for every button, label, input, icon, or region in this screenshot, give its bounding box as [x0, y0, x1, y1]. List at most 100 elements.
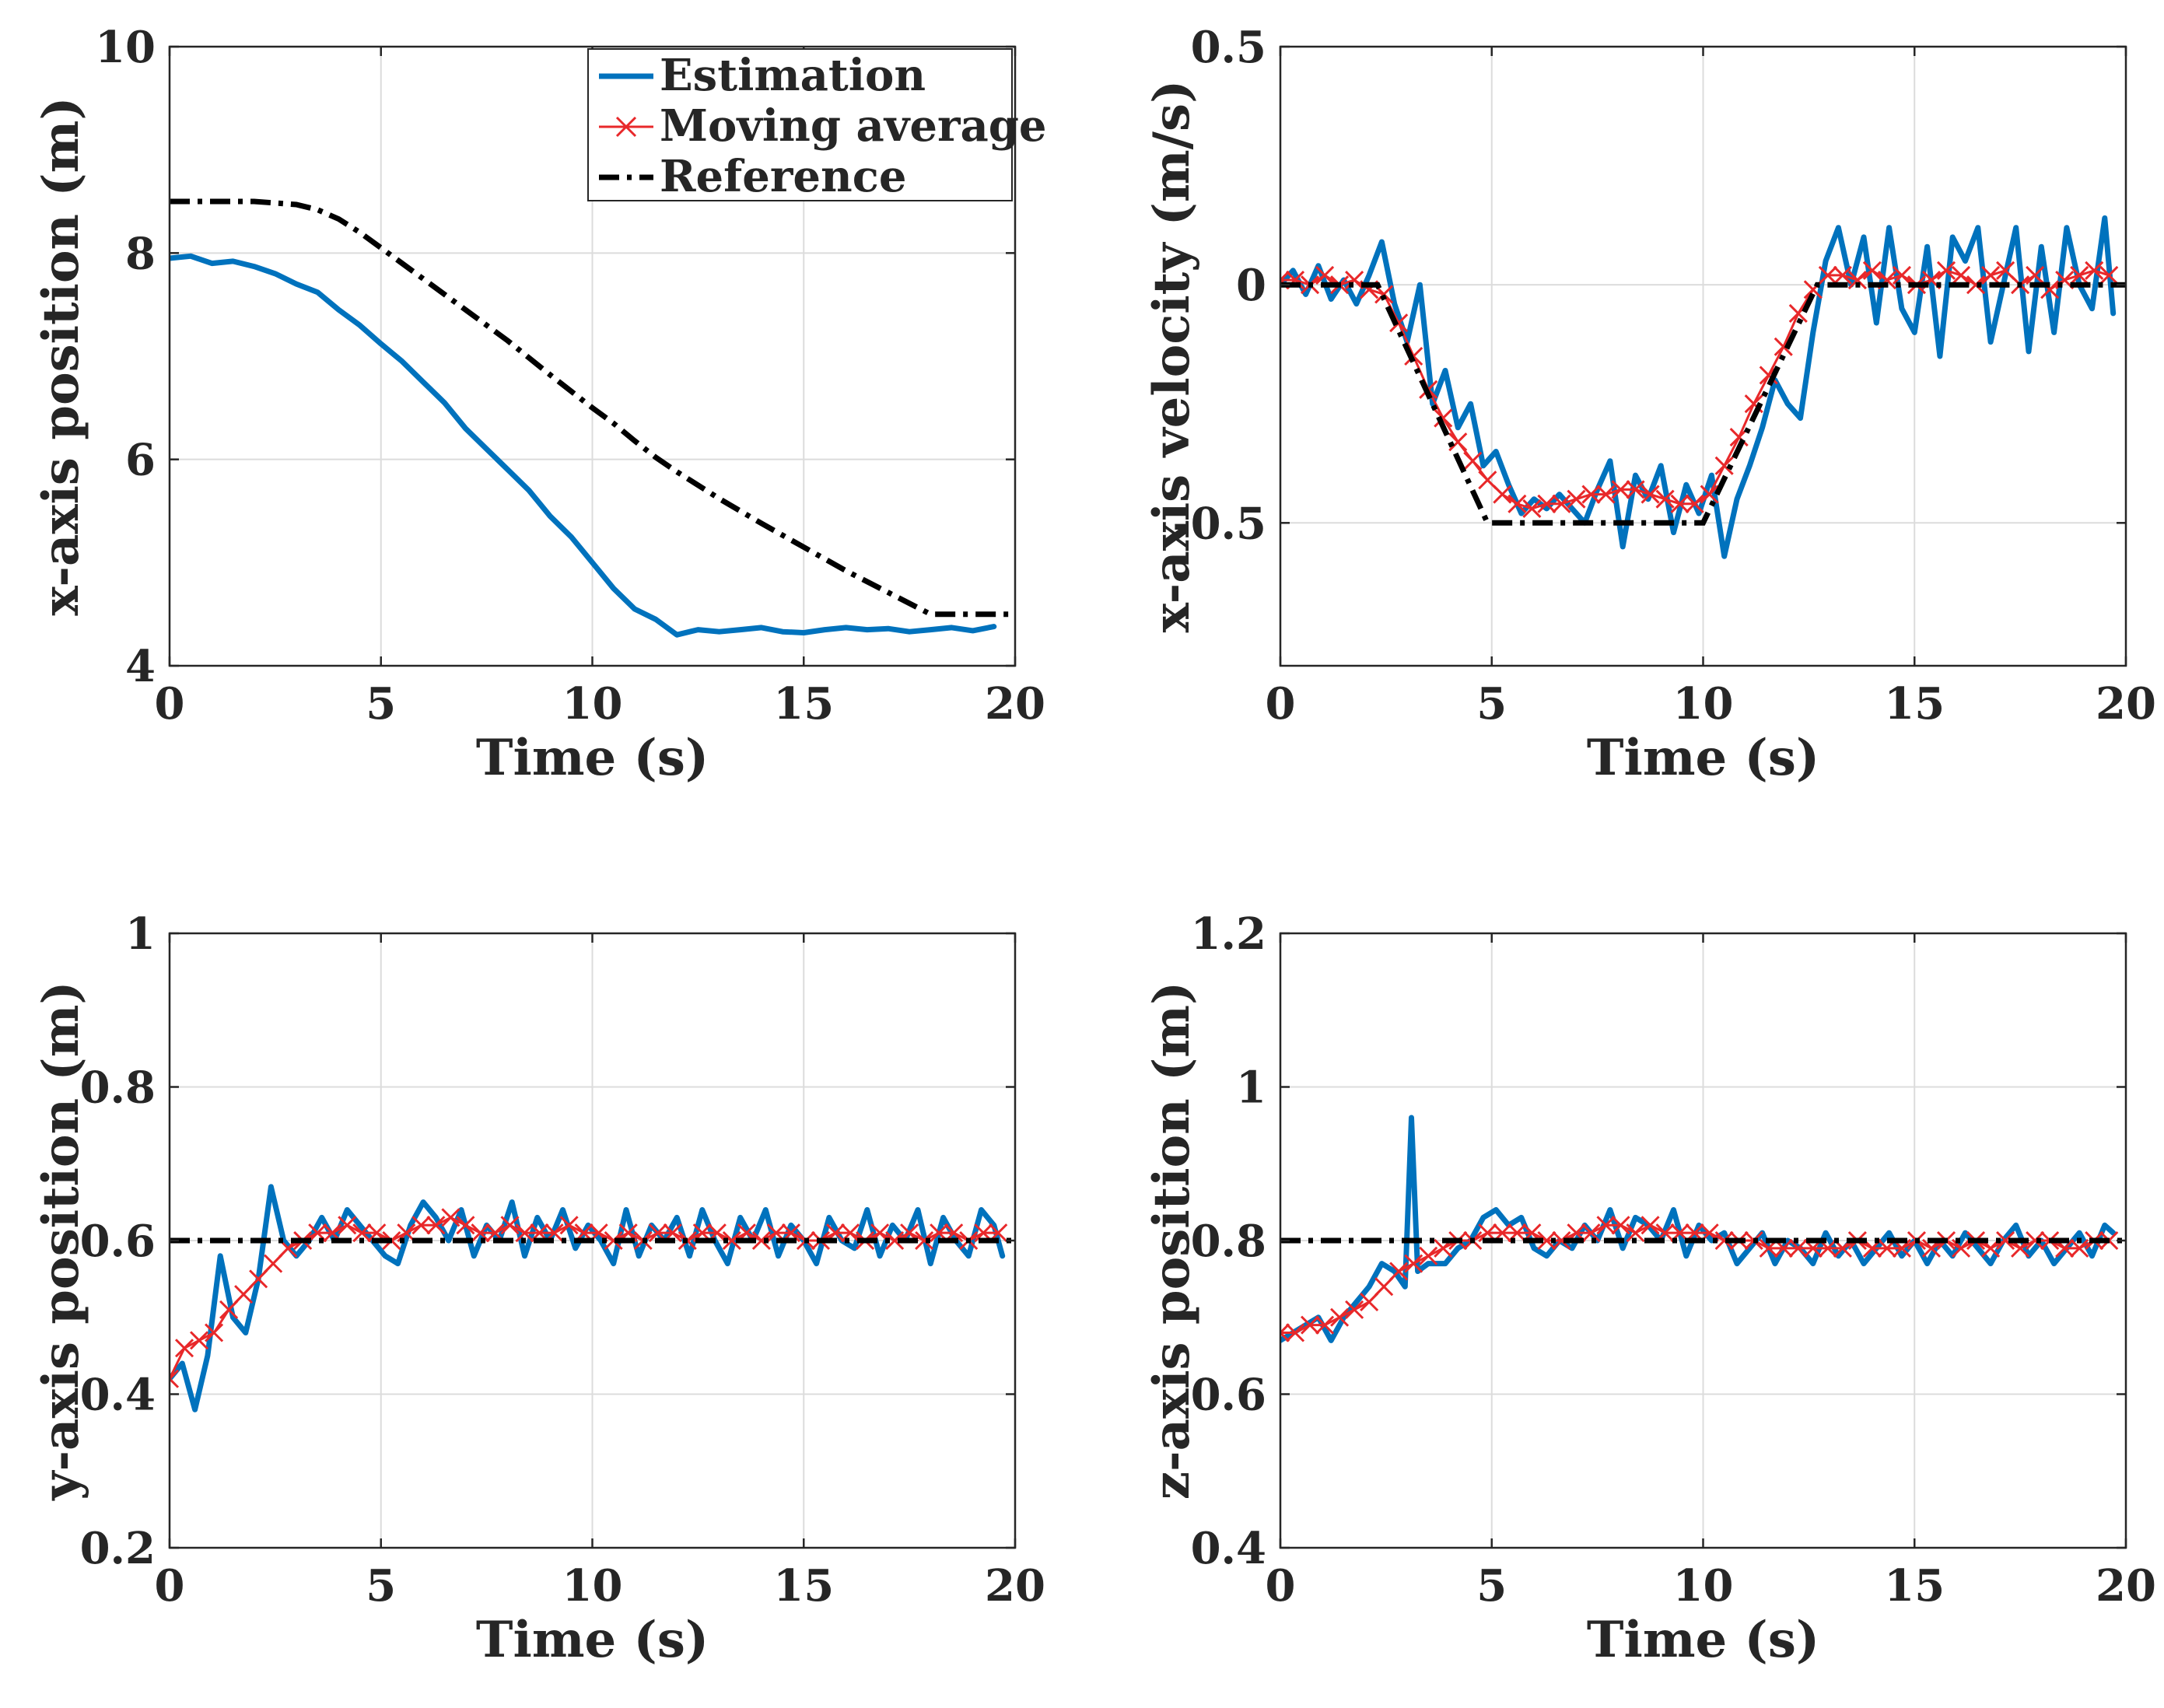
moving-average-marker: [1345, 270, 1364, 290]
moving-average-marker: [1374, 1277, 1394, 1297]
moving-average-marker: [1360, 1292, 1379, 1312]
moving-average-marker: [1892, 265, 1912, 285]
legend-moving-average-label: Moving average: [660, 100, 1047, 152]
moving-average-marker: [2026, 265, 2045, 285]
x-tick-label: 5: [1476, 1560, 1507, 1612]
moving-average-marker: [249, 1269, 268, 1289]
moving-average-marker: [338, 1216, 357, 1235]
moving-average-marker: [1862, 261, 1882, 280]
plot-area: [1280, 215, 2126, 559]
moving-average-marker: [1996, 261, 2015, 280]
x-tick-label: 10: [562, 1560, 623, 1612]
moving-average-marker: [2026, 1230, 2045, 1251]
moving-average-marker: [840, 1223, 860, 1243]
moving-average-marker: [2070, 1238, 2089, 1258]
moving-average-marker: [1626, 1223, 1645, 1243]
legend-estimation-label: Estimation: [660, 50, 926, 101]
moving-average-marker: [515, 1223, 534, 1243]
moving-average-marker: [1389, 1262, 1409, 1281]
moving-average-marker: [1936, 261, 1956, 280]
legend: Estimation Moving average Reference: [587, 48, 1047, 202]
moving-average-marker: [1507, 494, 1527, 513]
plot-area: [170, 198, 1015, 638]
y-tick-label: 0: [1236, 260, 1266, 311]
moving-average-marker: [471, 1223, 490, 1243]
moving-average-marker: [1818, 265, 1837, 285]
legend-moving-average-marker: [615, 116, 637, 138]
moving-average-marker: [1714, 456, 1734, 475]
series-reference-line: [1280, 282, 2126, 526]
moving-average-marker: [456, 1216, 475, 1235]
moving-average-marker: [411, 1216, 431, 1235]
moving-average-marker: [2070, 265, 2089, 285]
moving-average-marker: [1641, 485, 1660, 504]
moving-average-marker: [1788, 1238, 1808, 1258]
y-tick-label: 0.4: [80, 1370, 156, 1421]
moving-average-marker: [1611, 480, 1630, 499]
x-axis-label: Time (s): [476, 729, 709, 787]
x-tick-label: 10: [1673, 1560, 1734, 1612]
x-tick-label: 10: [562, 678, 623, 730]
moving-average-marker: [1493, 485, 1512, 504]
y-tick-label: 1.2: [1191, 908, 1266, 960]
moving-average-marker: [604, 1230, 623, 1251]
moving-average-marker: [352, 1223, 372, 1243]
moving-average-marker: [1966, 275, 1986, 295]
legend-moving-average-x: [615, 116, 637, 138]
series-estimation-line: [1280, 215, 2117, 559]
moving-average-marker: [559, 1216, 579, 1235]
moving-average-marker: [189, 1331, 209, 1350]
series-reference-line: [170, 198, 1015, 618]
series-estimation-line: [170, 253, 997, 638]
y-axis-label: z-axis position (m): [1143, 982, 1201, 1500]
x-tick-label: 15: [773, 1560, 834, 1612]
moving-average-marker: [1552, 1230, 1571, 1251]
moving-average-marker: [751, 1230, 771, 1251]
legend-reference-label: Reference: [660, 151, 906, 202]
y-tick-label: 0.5: [1191, 22, 1266, 73]
moving-average-marker: [1280, 1323, 1290, 1342]
x-tick-label: 5: [366, 678, 396, 730]
moving-average-marker: [170, 1369, 180, 1388]
subplot-3: 0 5 10 15 20 0.2 0.4 0.6 0.8 1 Time (s) y-axis posi…: [32, 908, 1045, 1669]
y-axis-label: x-axis position (m): [32, 96, 90, 615]
y-tick-label: 8: [125, 228, 156, 279]
x-tick-label: 10: [1673, 678, 1734, 730]
y-tick-label: 4: [125, 641, 156, 692]
x-tick-label: 15: [1884, 1560, 1945, 1612]
moving-average-marker: [1685, 494, 1704, 513]
y-tick-label: 0.6: [1191, 1370, 1266, 1421]
y-tick-label: 0.8: [1191, 1216, 1266, 1267]
y-tick-label: 0.4: [1191, 1523, 1266, 1574]
y-tick-label: 0.8: [80, 1062, 156, 1114]
x-tick-label: 5: [1476, 678, 1507, 730]
moving-average-marker: [1700, 485, 1719, 504]
y-axis-label: x-axis velocity (m/s): [1143, 80, 1201, 633]
moving-average-marker: [1655, 489, 1675, 509]
x-tick-label: 0: [1266, 1560, 1296, 1612]
x-tick-label: 0: [155, 1560, 185, 1612]
x-tick-label: 15: [1884, 678, 1945, 730]
moving-average-marker: [1537, 494, 1556, 513]
moving-average-marker: [1478, 471, 1497, 490]
moving-average-marker: [1537, 1230, 1556, 1251]
moving-average-marker: [264, 1254, 283, 1273]
moving-average-marker: [1522, 499, 1542, 518]
plot-area: [1280, 1115, 2126, 1343]
moving-average-marker: [1847, 270, 1867, 290]
moving-average-marker: [1419, 1246, 1438, 1265]
x-axis-label: Time (s): [1587, 729, 1819, 787]
moving-average-marker: [1611, 1216, 1630, 1235]
x-tick-label: 20: [985, 678, 1045, 730]
y-tick-label: -0.5: [1172, 498, 1266, 549]
x-tick-label: 20: [985, 1560, 1045, 1612]
moving-average-marker: [1330, 1307, 1350, 1327]
y-tick-label: 1: [125, 908, 156, 960]
moving-average-marker: [1300, 1315, 1320, 1335]
moving-average-marker: [1448, 432, 1468, 452]
moving-average-marker: [1581, 1223, 1601, 1243]
x-tick-label: 15: [773, 678, 834, 730]
y-axis-label: y-axis position (m): [32, 981, 90, 1500]
